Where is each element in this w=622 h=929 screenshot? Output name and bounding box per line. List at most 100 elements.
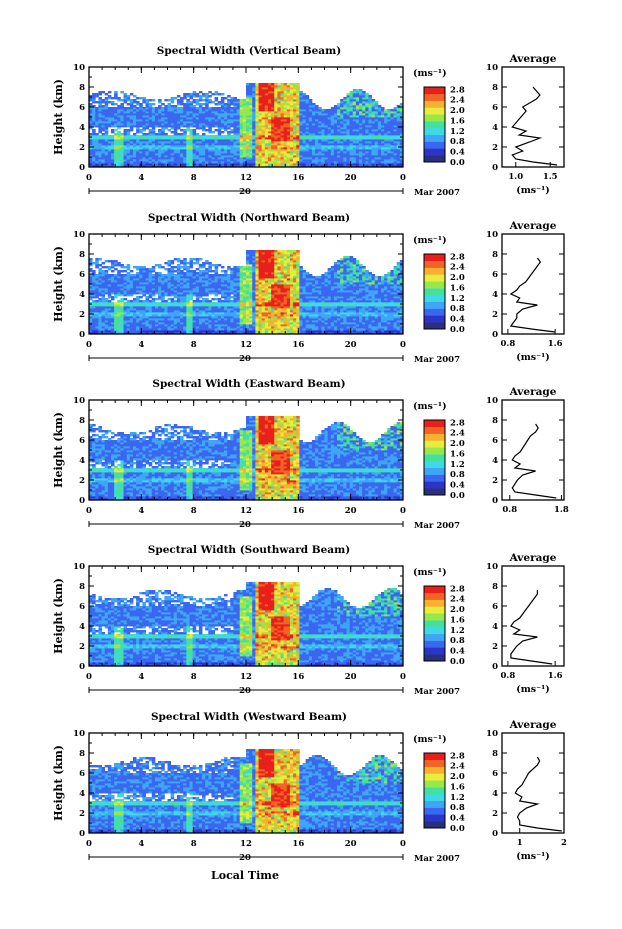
heatmap-cell [308,111,313,114]
heatmap-cell [117,107,121,110]
heatmap-cell [183,135,187,138]
heatmap-cell [267,97,272,100]
heatmap-cell [224,161,228,164]
heatmap-cell [98,97,102,100]
heatmap-cell [274,161,278,164]
heatmap-cell [120,123,124,126]
heatmap-cell [230,147,234,150]
heatmap-cell [195,101,200,104]
heatmap-cell [167,121,172,124]
heatmap-cell [92,115,96,118]
heatmap-cell [271,147,275,150]
heatmap-cell [158,264,162,267]
heatmap-cell [161,129,165,132]
heatmap-cell [176,137,181,140]
heatmap-cell [271,113,275,116]
heatmap-cell [308,143,313,146]
heatmap-cell [123,157,128,160]
heatmap-cell [249,149,253,152]
heatmap-cell [170,119,175,122]
heatmap-cell [271,105,275,108]
heatmap-cell [264,159,269,162]
heatmap-cell [158,107,162,110]
heatmap-cell [89,143,93,146]
heatmap-cell [289,111,294,114]
heatmap-cell [308,109,313,112]
heatmap-cell [211,165,215,168]
heatmap-cell [104,298,109,301]
heatmap-cell [302,141,307,144]
heatmap-cell [274,107,278,110]
heatmap-cell [280,147,285,150]
heatmap-cell [249,101,253,104]
heatmap-cell [114,111,118,114]
heatmap-cell [195,159,200,162]
heatmap-cell [92,129,96,132]
heatmap-cell [214,121,219,124]
heatmap-cell [289,97,294,100]
heatmap-cell [242,99,247,102]
heatmap-cell [318,113,322,116]
heatmap-cell [142,159,146,162]
heatmap-cell [252,113,256,116]
heatmap-cell [98,159,102,162]
y-tick-label: 6 [79,103,85,113]
heatmap-cell [264,93,269,96]
heatmap-cell [233,127,237,130]
heatmap-cell [305,99,310,102]
heatmap-cell [161,107,165,110]
heatmap-cell [205,99,209,102]
heatmap-cell [145,143,150,146]
heatmap-cell [129,99,134,102]
heatmap-cell [148,115,153,118]
heatmap-cell [170,111,175,114]
heatmap-cell [120,91,124,94]
heatmap-cell [158,139,162,142]
heatmap-cell [289,139,294,142]
heatmap-cell [299,131,303,134]
heatmap-cell [267,109,272,112]
heatmap-cell [145,141,150,144]
heatmap-cell [176,153,181,156]
heatmap-cell [101,121,106,124]
heatmap-cell [271,99,275,102]
heatmap-cell [302,123,307,126]
heatmap-cell [161,163,165,166]
heatmap-cell [315,123,319,126]
heatmap-cell [142,129,146,132]
heatmap-cell [296,141,300,144]
heatmap-cell [296,101,300,104]
heatmap-cell [286,85,291,88]
heatmap-cell [176,145,181,148]
heatmap-cell [117,151,121,154]
heatmap-cell [164,149,168,152]
heatmap-cell [151,127,156,130]
heatmap-cell [217,161,222,164]
heatmap-cell [89,153,93,156]
heatmap-cell [211,147,215,150]
heatmap-cell [305,113,310,116]
heatmap-cell [107,109,112,112]
heatmap-cell [233,107,237,110]
heatmap-cell [164,300,168,303]
heatmap-cell [258,163,263,166]
heatmap-cell [92,125,96,128]
heatmap-cell [252,107,256,110]
heatmap-cell [258,149,263,152]
heatmap-cell [230,139,234,142]
heatmap-cell [120,264,124,267]
heatmap-cell [186,149,190,152]
heatmap-cell [249,115,253,118]
heatmap-cell [164,125,168,128]
heatmap-cell [252,109,256,112]
heatmap-cell [158,125,162,128]
heatmap-cell [110,274,115,277]
heatmap-cell [101,123,106,126]
heatmap-cell [126,139,131,142]
heatmap-cell [249,151,253,154]
heatmap-cell [286,129,291,132]
heatmap-cell [107,123,112,126]
heatmap-cell [280,141,285,144]
heatmap-cell [205,115,209,118]
heatmap-cell [167,143,172,146]
